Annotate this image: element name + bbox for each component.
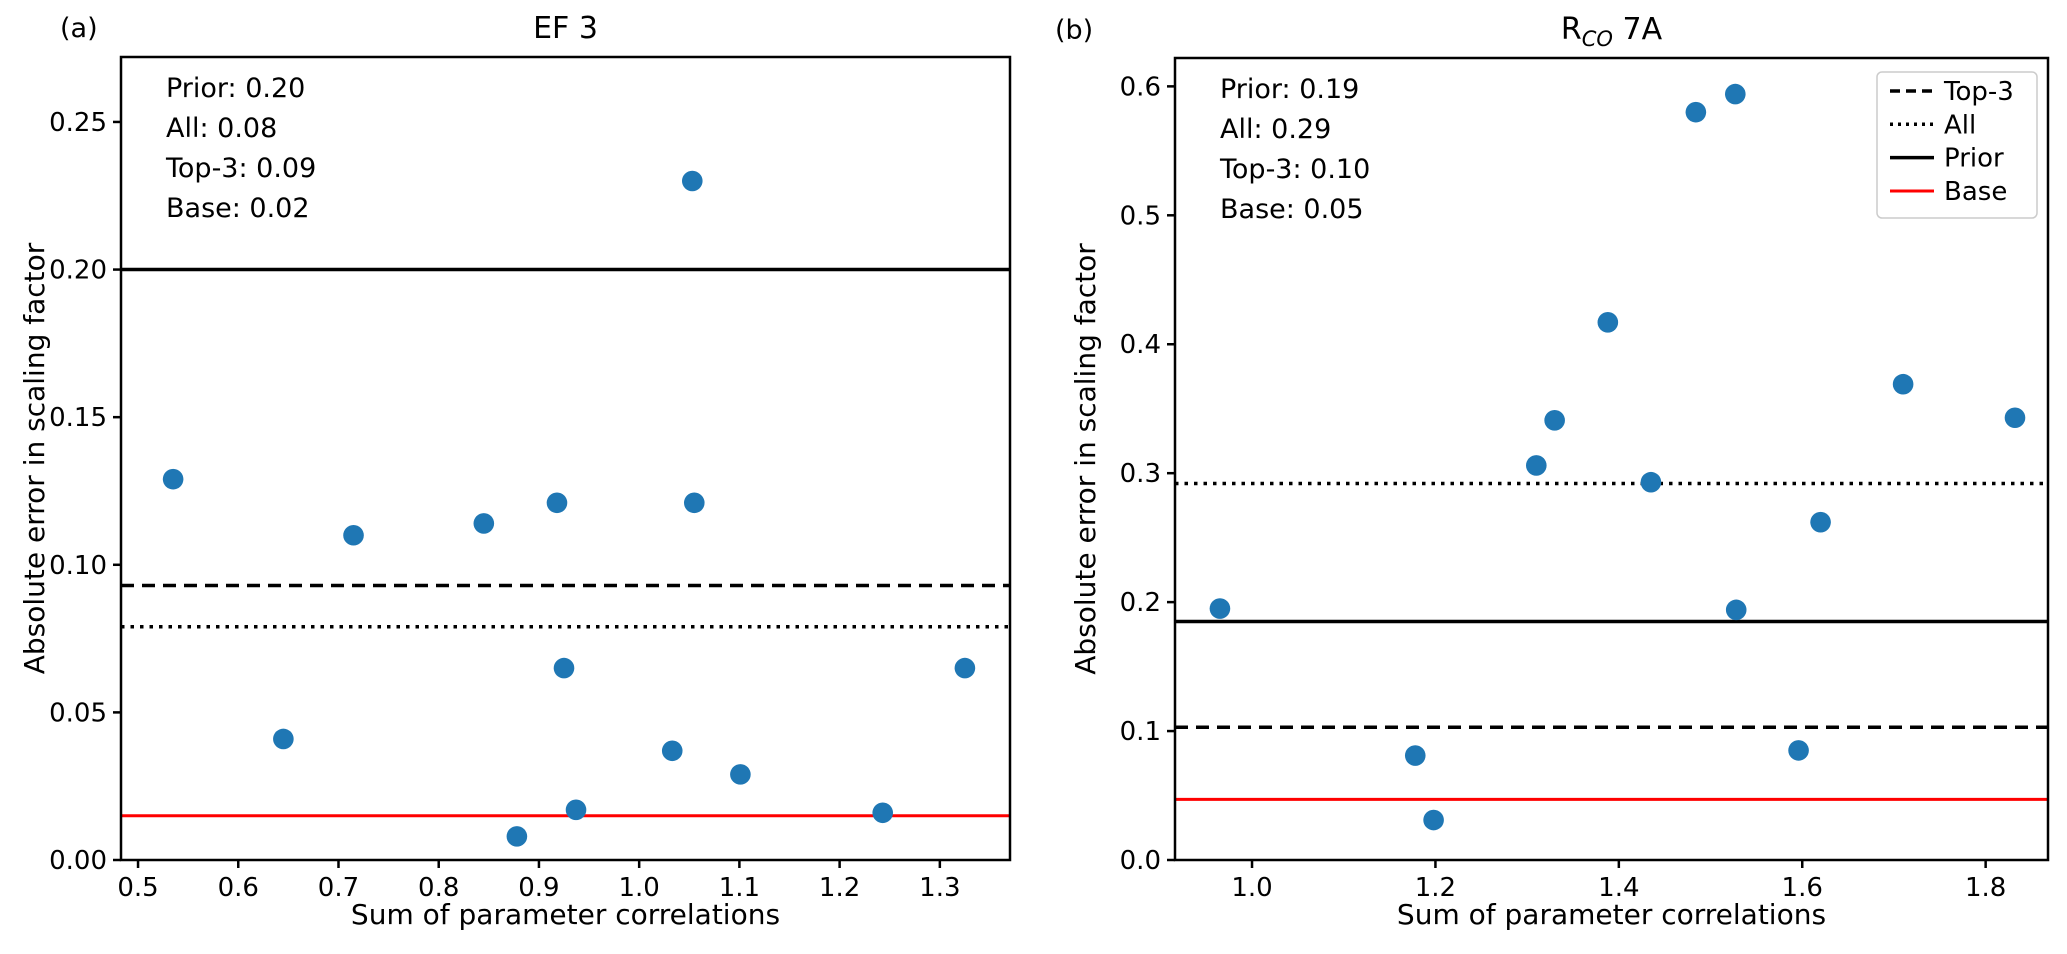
legend-label: Top-3	[1943, 77, 2014, 107]
x-axis-label: Sum of parameter correlations	[1397, 898, 1826, 931]
scatter-point	[546, 492, 568, 514]
annotation-line: All: 0.08	[166, 113, 277, 144]
y-tick-label: 0.05	[49, 698, 107, 728]
x-tick-label: 0.8	[418, 873, 459, 903]
scatter-point	[1423, 809, 1444, 831]
panel-b-chart: 1.0 1.2 1.4 1.6 1.8 0.0 0.1 0.2 0.3 0.4 0.5 0.6 Sum …	[1055, 12, 2050, 931]
x-tick-label: 1.3	[919, 873, 960, 903]
y-tick-label: 0.15	[49, 403, 107, 433]
annotation-line: Top-3: 0.09	[165, 153, 316, 184]
panel-title: RCO 7A	[1561, 12, 1663, 51]
scatter-point	[872, 802, 894, 824]
y-tick-label: 0.20	[49, 256, 107, 286]
x-tick-label: 1.0	[1231, 873, 1272, 903]
x-tick-label: 0.9	[518, 873, 559, 903]
annotation-line: All: 0.29	[1220, 114, 1331, 145]
scatter-point	[1810, 511, 1831, 533]
annotation-line: Top-3: 0.10	[1219, 154, 1370, 185]
scatter-point	[681, 170, 703, 192]
scatter-point	[683, 492, 705, 514]
x-tick-label: 0.6	[218, 873, 259, 903]
annotation-line: Base: 0.05	[1220, 194, 1364, 225]
legend-label: Base	[1944, 177, 2007, 207]
scatter-point	[1788, 740, 1809, 761]
x-tick-label: 0.7	[318, 873, 359, 903]
scatter-point	[661, 740, 683, 762]
annotation-line: Base: 0.02	[166, 193, 310, 224]
plot-frame	[119, 55, 1012, 862]
annotation-line: Prior: 0.19	[1220, 74, 1359, 105]
y-tick-label: 0.00	[49, 846, 107, 876]
y-tick-label: 0.5	[1120, 201, 1161, 231]
scatter-point	[565, 799, 587, 821]
scatter-point	[473, 513, 495, 534]
scatter-point	[553, 657, 575, 679]
scatter-point	[273, 728, 294, 750]
x-tick-label: 1.1	[719, 873, 760, 903]
y-tick-label: 0.2	[1120, 588, 1161, 618]
y-tick-label: 0.1	[1120, 717, 1161, 747]
y-tick-label: 0.3	[1120, 459, 1161, 489]
scatter-point	[1526, 455, 1547, 476]
x-tick-label: 1.0	[618, 873, 659, 903]
y-tick-label: 0.0	[1120, 846, 1161, 876]
x-tick-label: 1.2	[1415, 873, 1456, 903]
scatter-point	[730, 764, 751, 785]
legend-label: All	[1944, 110, 1976, 140]
x-tick-label: 1.8	[1965, 873, 2006, 903]
scatter-point	[343, 524, 364, 546]
y-axis-label: Absolute error in scaling factor	[18, 242, 51, 674]
scatter-point	[1724, 83, 1746, 105]
y-tick-label: 0.10	[49, 551, 107, 581]
y-tick-label: 0.25	[49, 108, 107, 138]
x-axis-label: Sum of parameter correlations	[351, 898, 780, 931]
panel-index-label: (a)	[60, 13, 98, 44]
panel-a-chart: 0.5 0.6 0.7 0.8 0.9 1.0 1.1 1.2 1.3 0.00 0.05 0.10 0…	[18, 11, 1012, 931]
panel-index-label: (b)	[1055, 15, 1093, 46]
scatter-point	[1544, 410, 1565, 431]
panel-title: EF 3	[533, 11, 598, 46]
scatter-point	[1404, 745, 1426, 766]
plot-frame	[1173, 56, 2050, 862]
scatter-point	[954, 657, 976, 679]
legend-label: Prior	[1944, 144, 2004, 174]
scatter-point	[2004, 407, 2026, 429]
x-tick-label: 0.5	[117, 873, 158, 903]
annotation-line: Prior: 0.20	[166, 73, 305, 104]
y-axis-label: Absolute error in scaling factor	[1069, 243, 1102, 675]
scatter-point	[1640, 471, 1662, 493]
scatter-point	[162, 468, 184, 490]
x-tick-label: 1.4	[1598, 873, 1639, 903]
y-tick-label: 0.4	[1120, 330, 1161, 360]
x-tick-label: 1.2	[819, 873, 860, 903]
scatter-point	[1597, 312, 1619, 333]
scatter-point	[1209, 598, 1231, 619]
y-tick-label: 0.6	[1120, 72, 1161, 102]
scatter-point	[1892, 373, 1914, 395]
scatter-point	[506, 826, 528, 847]
scatter-point	[1685, 101, 1707, 123]
scatter-point	[1725, 599, 1747, 621]
x-tick-label: 1.6	[1782, 873, 1823, 903]
legend-box	[1876, 71, 2038, 219]
